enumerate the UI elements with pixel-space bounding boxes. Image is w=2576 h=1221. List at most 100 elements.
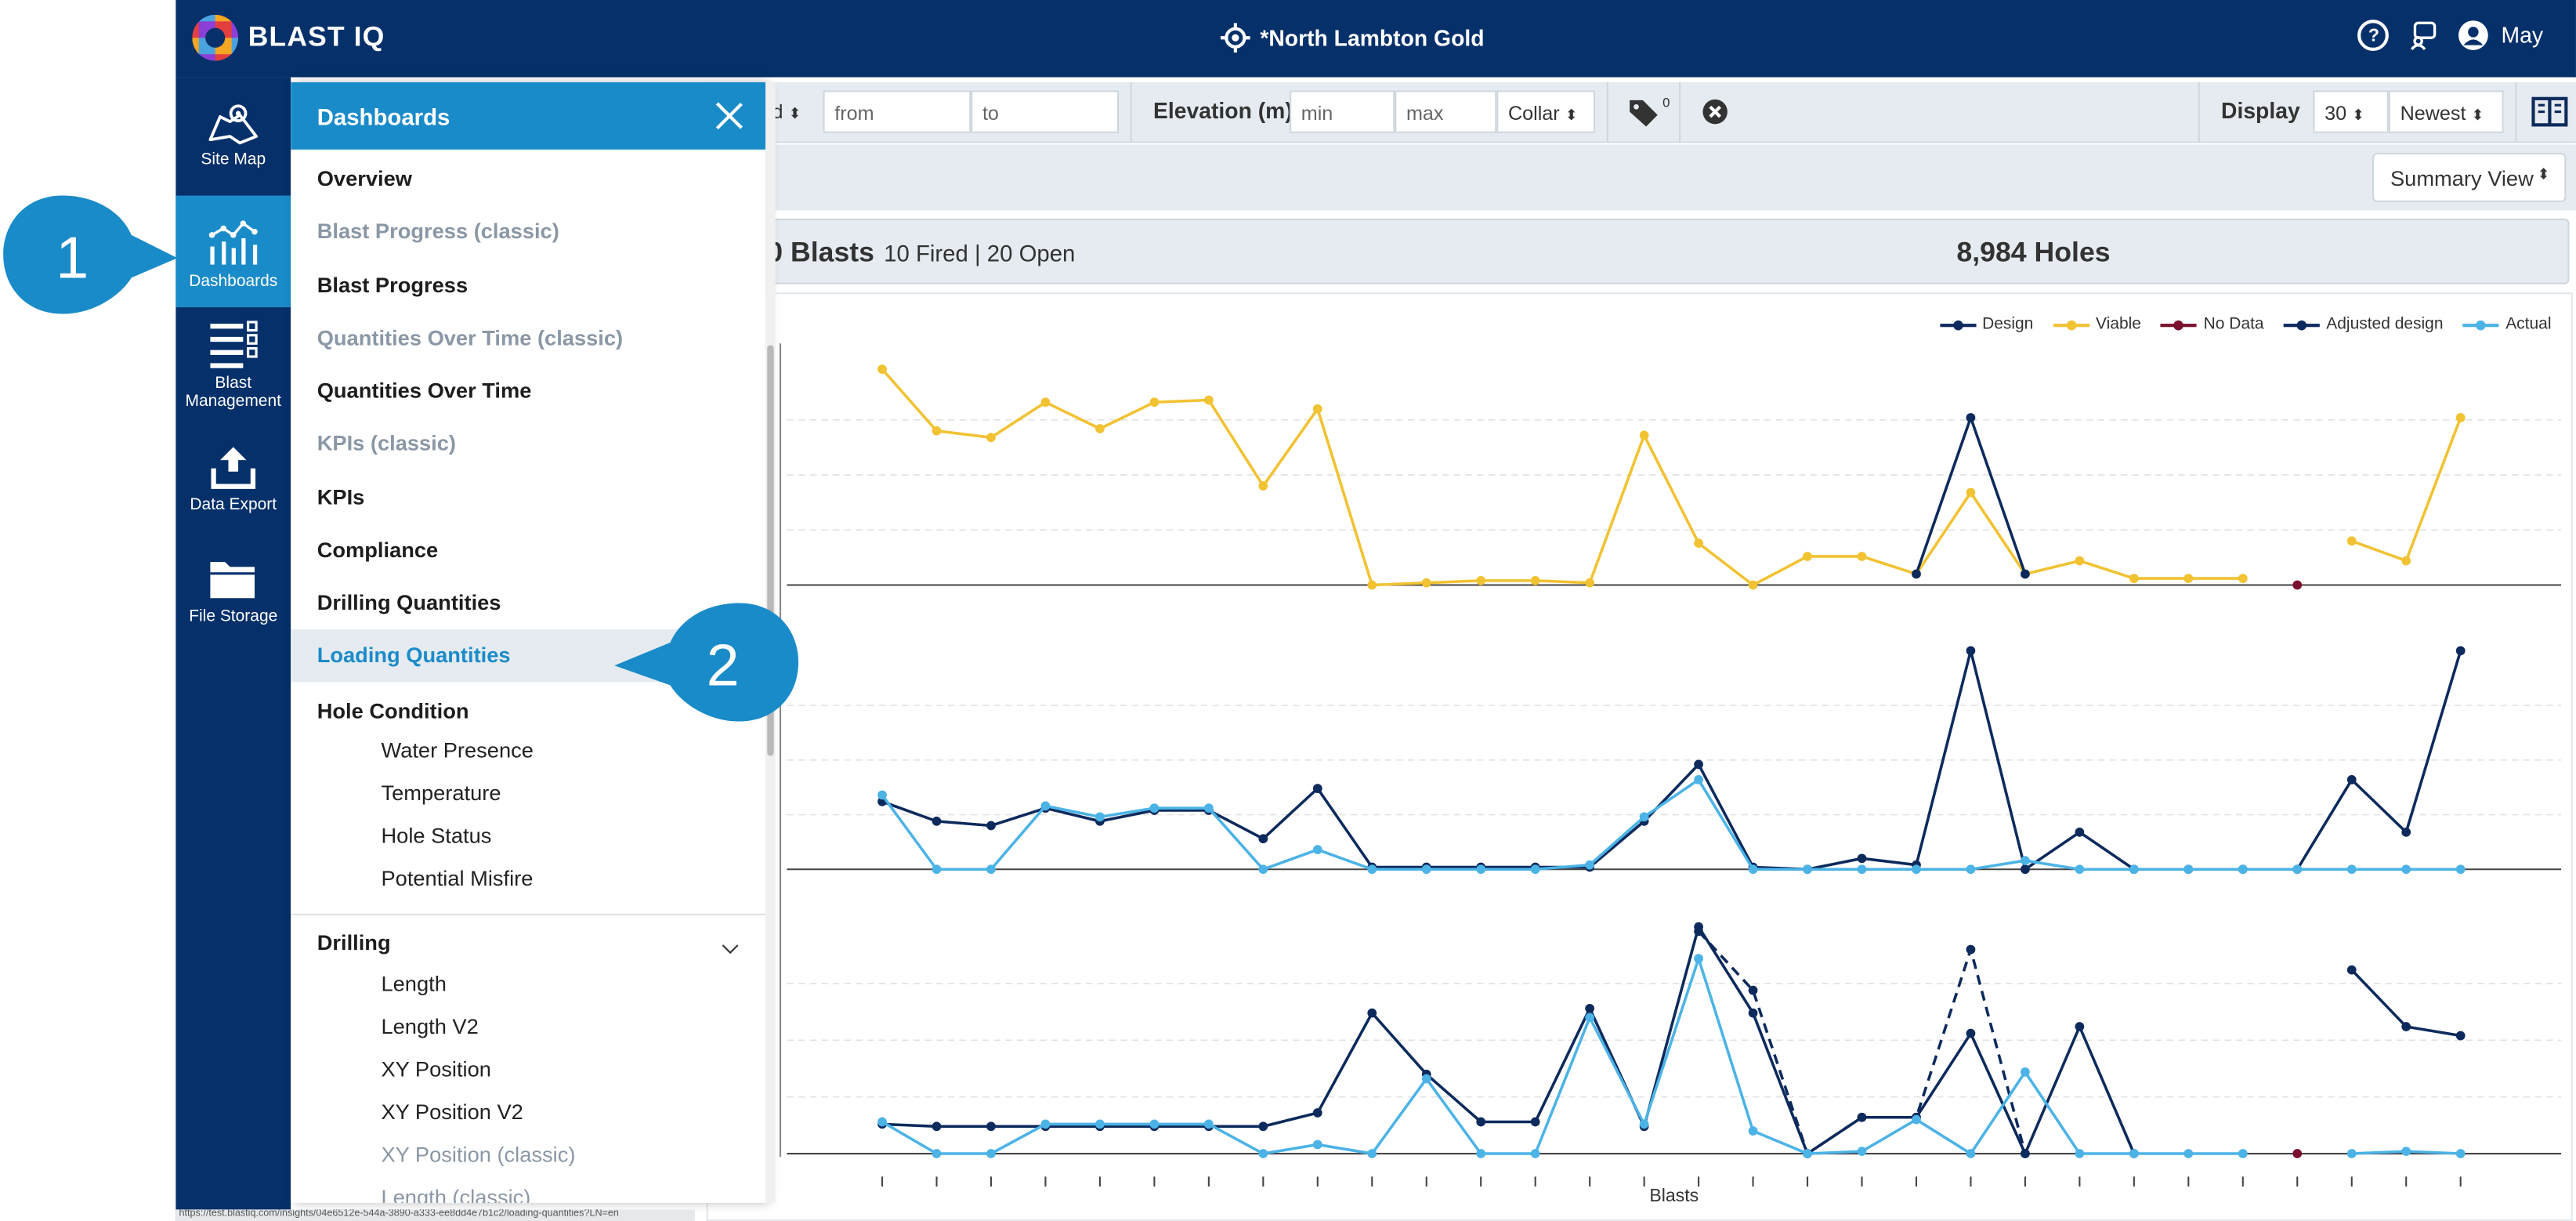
panel-item[interactable]: Drilling Quantities (317, 589, 501, 615)
tag-icon[interactable] (1628, 97, 1661, 127)
data-point (2021, 864, 2030, 875)
display-count-select[interactable]: 30 ⬍ (2313, 90, 2389, 133)
data-point (932, 817, 942, 826)
panel-item[interactable]: Water Presence (381, 737, 534, 763)
rail-item-site-map[interactable]: Site Map (175, 100, 291, 192)
data-point (1258, 1149, 1268, 1158)
data-point (2346, 864, 2357, 875)
data-point (877, 1117, 887, 1127)
legend-item[interactable]: Design (1939, 316, 2033, 334)
summary-view-select[interactable]: Summary View ⬍ (2372, 153, 2567, 202)
data-point (1149, 397, 1160, 408)
panel-item[interactable]: XY Position (classic) (381, 1142, 576, 1167)
book-icon[interactable] (2531, 96, 2568, 129)
legend-item[interactable]: Actual (2462, 315, 2552, 334)
rail-item-dashboards[interactable]: Dashboards (175, 195, 291, 308)
chart-area: Design Viable No Data Adjusted design Actual… (706, 292, 2573, 1221)
panel-item[interactable]: XY Position (381, 1056, 491, 1082)
data-point (1857, 853, 1867, 864)
panel-item[interactable]: Hole Condition (317, 698, 469, 723)
date-to-input[interactable]: to (971, 90, 1119, 133)
rail-label: Site Map (201, 150, 266, 169)
rail-label: Management (185, 393, 281, 411)
divider (291, 913, 766, 915)
separator (2515, 82, 2517, 143)
data-point (2346, 965, 2357, 975)
data-point (1966, 1028, 1976, 1038)
data-point (2183, 864, 2194, 875)
panel-item[interactable]: XY Position V2 (381, 1099, 523, 1125)
feedback-icon[interactable] (2409, 20, 2439, 50)
panel-item[interactable]: Compliance (317, 537, 439, 563)
data-point (1367, 864, 1377, 875)
data-point (2292, 580, 2303, 590)
sort-select[interactable]: Newest ⬍ (2388, 90, 2504, 133)
data-point (1476, 864, 1486, 875)
data-point (1312, 1108, 1322, 1118)
legend-item[interactable]: Viable (2053, 316, 2141, 334)
data-point (2021, 1149, 2030, 1158)
site-selector[interactable]: *North Lambton Gold (1220, 23, 1485, 53)
data-point (1312, 404, 1322, 414)
elevation-max-input[interactable]: max (1395, 90, 1497, 133)
user-menu[interactable]: May (2458, 20, 2543, 51)
data-point (2455, 864, 2466, 875)
panel-item[interactable]: Hole Status (381, 823, 492, 849)
loading-quantities-chart: Blasts (779, 343, 2562, 1205)
data-point (2075, 864, 2085, 875)
data-point (877, 364, 887, 375)
legend-item[interactable]: Adjusted design (2283, 316, 2444, 334)
panel-item[interactable]: Quantities Over Time (317, 378, 532, 403)
panel-item[interactable]: Potential Misfire (381, 866, 534, 891)
series-line-design (881, 650, 2462, 872)
data-point (986, 1149, 996, 1158)
collar-select[interactable]: Collar ⬍ (1496, 90, 1596, 133)
legend-item[interactable]: No Data (2161, 315, 2264, 334)
data-point (2075, 827, 2085, 837)
legend-label: Actual (2505, 315, 2552, 334)
data-point (2021, 856, 2030, 865)
to-placeholder: to (982, 102, 999, 125)
map-icon (208, 104, 259, 145)
hole-count: 8,984 Holes (1956, 236, 2111, 268)
panel-item[interactable]: KPIs (classic) (317, 430, 456, 455)
stats-bar: 0 Blasts 10 Fired | 20 Open 8,984 Holes (706, 218, 2570, 284)
close-icon[interactable] (715, 102, 743, 130)
panel-item[interactable]: Quantities Over Time (classic) (317, 325, 624, 350)
rail-item-data-export[interactable]: Data Export (175, 442, 291, 524)
chevron-down-icon[interactable] (722, 937, 739, 955)
data-point (986, 433, 996, 443)
rail-item-file-storage[interactable]: File Storage (175, 554, 291, 636)
legend-swatch (2462, 317, 2499, 333)
data-point (2129, 574, 2139, 583)
data-point (2455, 1031, 2466, 1041)
elevation-min-input[interactable]: min (1290, 90, 1395, 133)
help-icon[interactable]: ? (2358, 20, 2390, 52)
date-from-input[interactable]: from (823, 90, 971, 133)
chart-legend: Design Viable No Data Adjusted design Actual (1939, 315, 2552, 334)
panel-item[interactable]: Blast Progress (classic) (317, 218, 559, 244)
scroll-thumb[interactable] (767, 345, 774, 756)
panel-item[interactable]: Length (classic) (381, 1184, 531, 1203)
panel-item[interactable]: KPIs (317, 484, 365, 510)
brand-name: BLAST IQ (248, 21, 385, 53)
panel-item[interactable]: Temperature (381, 781, 501, 806)
brand-logo[interactable]: BLAST IQ (192, 14, 385, 61)
panel-item[interactable]: Blast Progress (317, 273, 469, 298)
data-point (1694, 775, 1703, 784)
data-point (1040, 801, 1051, 811)
data-point (1748, 985, 1758, 995)
blast-count: 0 Blasts (767, 236, 874, 268)
rail-item-blast-management[interactable]: Blast Management (175, 321, 291, 416)
panel-item[interactable]: Length (381, 971, 447, 996)
elevation-label: Elevation (m) (1153, 98, 1293, 124)
data-point (2021, 1067, 2030, 1077)
panel-item[interactable]: Overview (317, 165, 412, 191)
data-point (1203, 1119, 1214, 1129)
data-point (1639, 812, 1649, 822)
data-point (1748, 864, 1758, 875)
clear-filters-icon[interactable] (1702, 99, 1728, 125)
panel-item[interactable]: Length V2 (381, 1013, 479, 1039)
panel-item[interactable]: Drilling (291, 930, 765, 957)
legend-label: No Data (2203, 315, 2264, 334)
